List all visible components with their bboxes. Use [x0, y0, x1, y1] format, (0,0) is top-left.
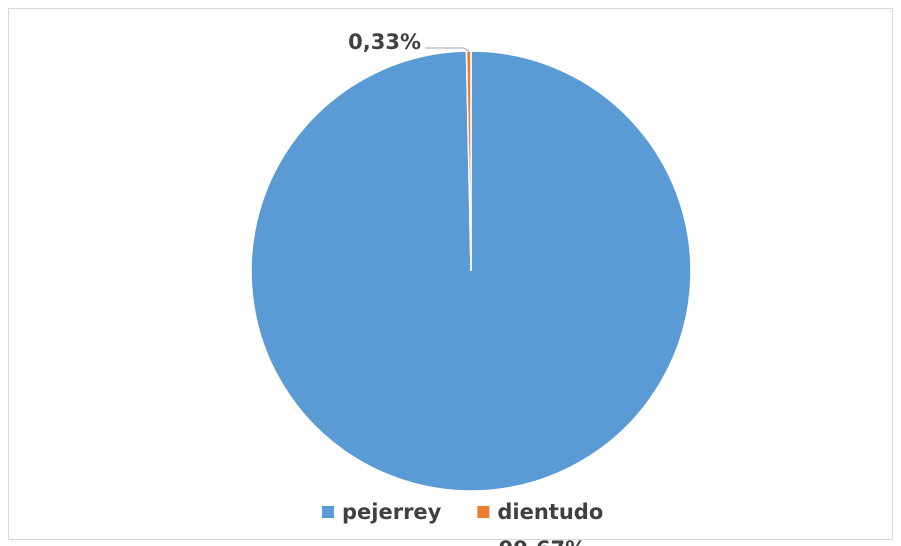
data-label: 0,33%: [348, 30, 421, 54]
pie-slice: [465, 50, 472, 272]
legend-label: dientudo: [497, 500, 603, 524]
legend-swatch: [477, 506, 490, 518]
leader-line: [425, 47, 469, 52]
legend-label: pejerrey: [342, 500, 442, 524]
data-label: 99,67%: [499, 537, 586, 546]
legend-swatch: [322, 506, 334, 518]
